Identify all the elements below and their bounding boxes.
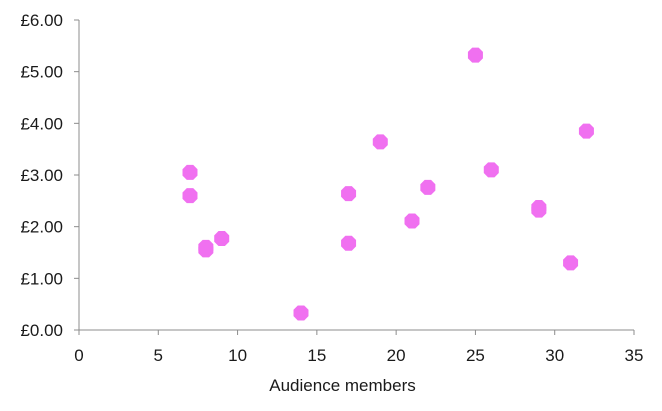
y-axis-ticks: £0.00 £1.00 £2.00 £3.00 £4.00 £5.00 £6.00 — [20, 11, 79, 340]
x-tick-label: 5 — [154, 346, 163, 365]
y-tick-label: £1.00 — [20, 269, 63, 288]
data-points — [182, 47, 594, 321]
x-tick-label: 0 — [74, 346, 83, 365]
y-tick-label: £5.00 — [20, 63, 63, 82]
scatter-point — [182, 188, 198, 204]
scatter-point — [467, 47, 483, 63]
x-tick-label: 25 — [466, 346, 485, 365]
x-tick-label: 15 — [307, 346, 326, 365]
scatter-point — [563, 255, 579, 271]
scatter-point — [420, 179, 436, 195]
x-tick-label: 35 — [625, 346, 644, 365]
scatter-point — [182, 164, 198, 180]
scatter-point — [293, 305, 309, 321]
scatter-point — [198, 242, 214, 258]
y-tick-label: £3.00 — [20, 166, 63, 185]
y-tick-label: £4.00 — [20, 114, 63, 133]
x-axis-ticks: 0 5 10 15 20 25 30 35 — [74, 330, 643, 365]
axes — [78, 20, 634, 331]
scatter-point — [372, 134, 388, 150]
scatter-point — [483, 162, 499, 178]
y-tick-label: £0.00 — [20, 321, 63, 340]
x-tick-label: 20 — [387, 346, 406, 365]
scatter-point — [404, 213, 420, 229]
scatter-point — [214, 231, 230, 247]
x-tick-label: 10 — [228, 346, 247, 365]
x-axis-title: Audience members — [269, 376, 415, 395]
scatter-point — [578, 123, 594, 139]
scatter-point — [531, 202, 547, 218]
scatter-point — [341, 235, 357, 251]
x-tick-label: 30 — [545, 346, 564, 365]
y-tick-label: £6.00 — [20, 11, 63, 30]
y-tick-label: £2.00 — [20, 218, 63, 237]
scatter-point — [341, 186, 357, 202]
